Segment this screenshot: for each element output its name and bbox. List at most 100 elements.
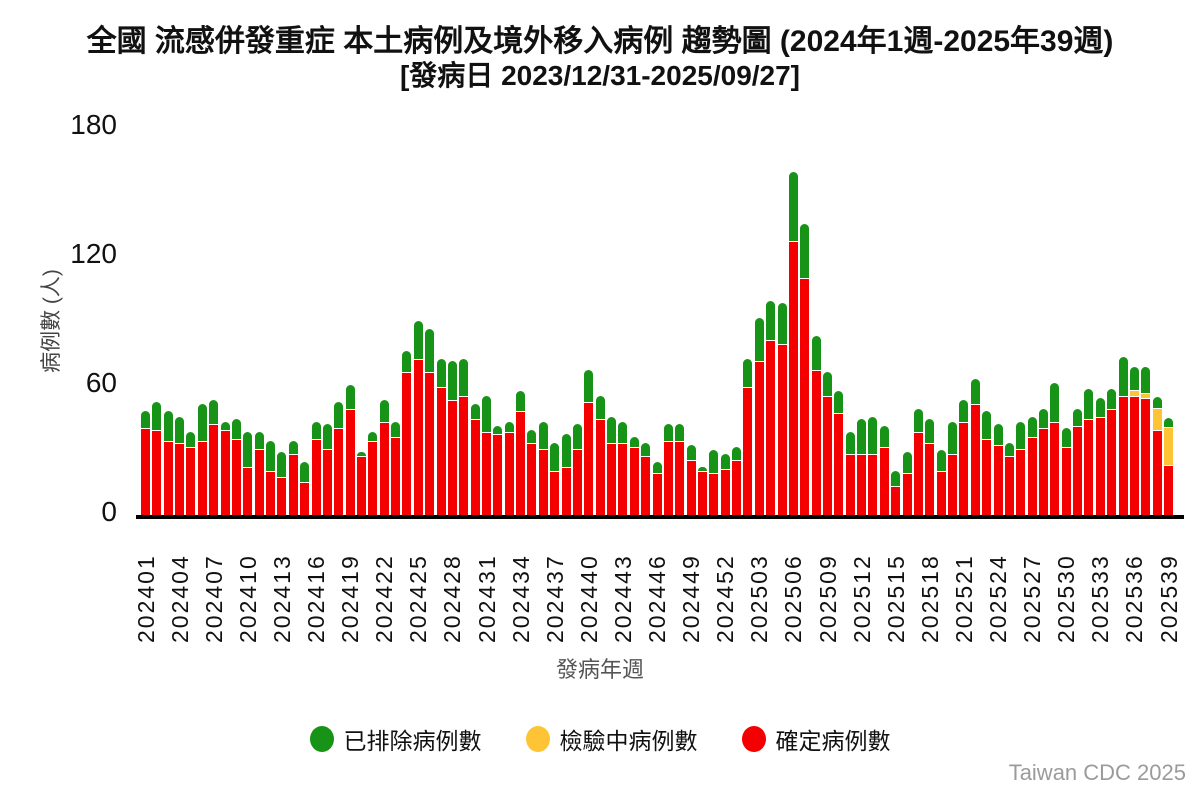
bar-202509[interactable]	[823, 372, 832, 515]
bar-202421[interactable]	[368, 432, 378, 515]
bar-202428[interactable]	[447, 361, 457, 515]
bar-202416[interactable]	[311, 421, 321, 515]
bar-202525[interactable]	[1004, 443, 1014, 515]
bar-202424[interactable]	[402, 350, 412, 515]
bar-202402[interactable]	[152, 402, 162, 515]
bar-202436[interactable]	[538, 421, 548, 515]
bar-202403[interactable]	[163, 410, 173, 515]
bar-202533-segment-red	[1095, 418, 1105, 515]
bar-202502[interactable]	[743, 359, 753, 515]
bar-202411[interactable]	[254, 432, 264, 515]
bar-202528[interactable]	[1038, 408, 1048, 515]
bar-202445[interactable]	[641, 443, 651, 515]
bar-202510[interactable]	[834, 391, 844, 515]
bar-202529[interactable]	[1050, 382, 1060, 515]
bar-202516[interactable]	[902, 451, 912, 515]
bar-202413[interactable]	[277, 451, 287, 515]
bar-202507[interactable]	[800, 223, 810, 515]
bar-202519[interactable]	[936, 449, 946, 515]
bar-202440[interactable]	[584, 369, 594, 515]
bar-202517[interactable]	[913, 408, 923, 515]
bar-202509-segment-green	[823, 372, 832, 396]
bar-202407[interactable]	[209, 400, 219, 515]
bar-202452[interactable]	[720, 453, 730, 515]
bar-202537[interactable]	[1141, 366, 1151, 515]
bar-202524[interactable]	[993, 423, 1003, 515]
bar-202504[interactable]	[766, 301, 776, 515]
bar-202535[interactable]	[1118, 357, 1128, 515]
bar-202533[interactable]	[1095, 397, 1105, 515]
bar-202448[interactable]	[675, 423, 685, 515]
bar-202514[interactable]	[879, 425, 889, 515]
legend-item-2[interactable]: 確定病例數	[741, 722, 891, 756]
bar-202532[interactable]	[1084, 389, 1094, 515]
bar-202437[interactable]	[550, 443, 560, 515]
bar-202429[interactable]	[459, 359, 469, 515]
bar-202513[interactable]	[868, 417, 878, 515]
bar-202506[interactable]	[788, 172, 798, 515]
bar-202510-segment-red	[834, 413, 844, 515]
legend-item-0[interactable]: 已排除病例數	[309, 722, 482, 756]
bar-202527[interactable]	[1027, 417, 1037, 515]
bar-202412[interactable]	[266, 440, 276, 515]
bar-202417[interactable]	[322, 423, 332, 515]
bar-202443[interactable]	[618, 421, 628, 515]
bar-202441[interactable]	[595, 395, 605, 515]
bar-202531-segment-green	[1073, 408, 1083, 426]
bar-202434[interactable]	[516, 391, 526, 515]
bar-202415[interactable]	[300, 462, 310, 515]
bar-202526[interactable]	[1016, 421, 1026, 515]
bar-202450[interactable]	[697, 466, 707, 515]
bar-202430[interactable]	[470, 404, 480, 515]
bar-202446[interactable]	[652, 462, 662, 515]
bar-202414[interactable]	[288, 440, 298, 515]
bar-202447[interactable]	[663, 423, 673, 515]
bar-202426[interactable]	[425, 329, 435, 515]
bar-202405[interactable]	[186, 432, 196, 515]
bar-202534[interactable]	[1107, 389, 1117, 515]
legend-item-1[interactable]: 檢驗中病例數	[525, 722, 698, 756]
bar-202433[interactable]	[504, 421, 514, 515]
bar-202511[interactable]	[845, 432, 855, 515]
bar-202409[interactable]	[231, 419, 241, 515]
bar-202512[interactable]	[857, 419, 867, 515]
bar-202427[interactable]	[436, 359, 446, 515]
bar-202438[interactable]	[561, 434, 571, 515]
bar-202530[interactable]	[1061, 428, 1071, 515]
bar-202518[interactable]	[925, 419, 935, 515]
bar-202501[interactable]	[732, 447, 742, 515]
bar-202523[interactable]	[982, 410, 992, 515]
bar-202502-segment-red	[743, 388, 753, 515]
bar-202404[interactable]	[175, 417, 185, 515]
bar-202449[interactable]	[686, 445, 696, 515]
bar-202423[interactable]	[391, 421, 401, 515]
bar-202419[interactable]	[345, 385, 355, 515]
bar-202406[interactable]	[197, 404, 207, 515]
bar-202531[interactable]	[1073, 408, 1083, 515]
bar-202522[interactable]	[970, 378, 980, 515]
bar-202444[interactable]	[629, 436, 639, 515]
bar-202431[interactable]	[482, 395, 491, 515]
bar-202451[interactable]	[709, 449, 719, 515]
bar-202536[interactable]	[1129, 366, 1139, 515]
bar-202432[interactable]	[493, 425, 503, 515]
bar-202420[interactable]	[356, 451, 366, 515]
bar-202505[interactable]	[777, 303, 787, 515]
bar-202538[interactable]	[1152, 396, 1162, 515]
bar-202442[interactable]	[607, 417, 617, 515]
bar-202435[interactable]	[527, 430, 537, 515]
bar-202408[interactable]	[220, 421, 230, 515]
bar-202418[interactable]	[334, 402, 344, 515]
bar-202520[interactable]	[948, 421, 958, 515]
bar-202425[interactable]	[413, 320, 423, 515]
bar-202422[interactable]	[379, 400, 389, 515]
bar-202521[interactable]	[959, 400, 969, 515]
bar-202503[interactable]	[754, 318, 764, 515]
bar-202439[interactable]	[572, 423, 582, 515]
bar-202539[interactable]	[1164, 418, 1173, 515]
bar-202410[interactable]	[243, 432, 253, 515]
bar-202508[interactable]	[811, 335, 821, 515]
bar-202515[interactable]	[891, 471, 901, 515]
bar-202401[interactable]	[141, 410, 150, 515]
bar-202430-segment-red	[470, 420, 480, 515]
